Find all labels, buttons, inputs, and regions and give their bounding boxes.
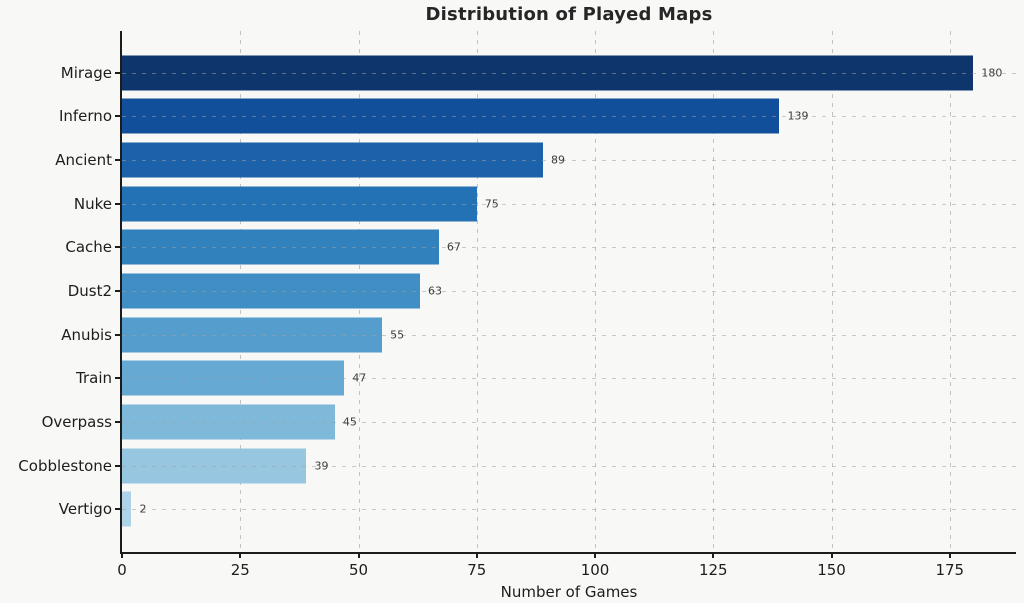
x-tick-label: 25 xyxy=(230,561,250,579)
y-axis-tick xyxy=(115,464,122,467)
x-tick-label: 150 xyxy=(817,561,846,579)
gridline-horizontal xyxy=(122,465,1016,467)
bar-value-label: 39 xyxy=(314,459,329,473)
bar-row: Overpass 45 xyxy=(42,400,1016,444)
bar-row: Cache 67 xyxy=(65,226,1016,270)
x-axis-tick xyxy=(121,552,123,558)
x-axis-tick xyxy=(948,552,951,558)
y-axis-tick xyxy=(115,115,122,118)
x-axis-tick xyxy=(830,552,833,558)
bar-value-label: 55 xyxy=(390,328,405,342)
x-axis-tick xyxy=(357,552,360,558)
y-axis-tick xyxy=(115,71,122,74)
x-tick-label: 125 xyxy=(698,561,728,579)
y-axis-tick xyxy=(115,333,122,336)
x-axis-tick xyxy=(475,552,478,558)
x-tick-label: 100 xyxy=(580,561,610,579)
bar-value-label: 45 xyxy=(342,415,357,429)
bar-row: Train 47 xyxy=(76,356,1016,400)
x-axis-label: Number of Games xyxy=(500,583,638,601)
x-axis-tick xyxy=(594,552,597,558)
chart-title: Distribution of Played Maps xyxy=(425,4,713,25)
bar-row: Dust2 63 xyxy=(68,269,1016,313)
y-axis-tick xyxy=(115,508,122,511)
y-tick-label: Mirage xyxy=(60,63,112,82)
y-tick-label: Ancient xyxy=(55,151,112,170)
x-tick-label: 0 xyxy=(117,561,127,579)
bar-value-label: 47 xyxy=(352,371,367,385)
y-tick-label: Inferno xyxy=(58,107,112,126)
y-axis-tick xyxy=(115,246,122,249)
gridline-horizontal xyxy=(122,72,1016,74)
y-axis-tick xyxy=(115,290,122,293)
bar-value-label: 180 xyxy=(981,66,1003,80)
y-axis-tick xyxy=(115,159,122,162)
x-tick-label: 175 xyxy=(935,561,965,579)
y-tick-label: Cobblestone xyxy=(18,456,112,475)
gridline-horizontal xyxy=(122,116,1016,118)
x-axis-tick xyxy=(239,552,242,558)
y-axis-tick xyxy=(115,377,122,380)
x-tick-label: 50 xyxy=(348,561,369,579)
bar-value-label: 75 xyxy=(484,197,499,211)
bar-value-label: 139 xyxy=(787,109,809,123)
bar-row: Ancient 89 xyxy=(55,138,1016,182)
y-tick-label: Overpass xyxy=(41,412,112,431)
y-tick-label: Dust2 xyxy=(67,282,112,301)
y-tick-label: Anubis xyxy=(61,325,112,344)
bar-row: Mirage 180 xyxy=(61,51,1016,95)
bar-value-label: 67 xyxy=(446,240,461,254)
gridline-horizontal xyxy=(122,160,1016,162)
y-tick-label: Nuke xyxy=(73,194,112,213)
gridline-horizontal xyxy=(122,421,1016,423)
gridline-horizontal xyxy=(122,203,1016,205)
plot-area: Mirage 180 Inferno 139 Ancient 89 Nuke 75 Cache 6… xyxy=(18,31,1016,601)
gridline-horizontal xyxy=(122,291,1016,293)
y-axis-spine xyxy=(120,31,122,554)
gridline-horizontal xyxy=(122,509,1016,511)
x-axis-spine xyxy=(120,552,1016,554)
gridline-horizontal xyxy=(122,378,1016,380)
bar-row: Anubis 55 xyxy=(61,313,1016,357)
y-axis-tick xyxy=(115,202,122,205)
bar-value-label: 2 xyxy=(139,502,147,516)
x-tick-label: 75 xyxy=(467,561,487,579)
bar-row: Nuke 75 xyxy=(74,182,1016,226)
gridline-horizontal xyxy=(122,334,1016,336)
bar-value-label: 89 xyxy=(550,153,565,167)
x-axis-tick xyxy=(712,552,715,558)
y-tick-label: Vertigo xyxy=(58,500,112,519)
bar-row: Vertigo 2 xyxy=(59,487,1016,531)
bar-rows: Mirage 180 Inferno 139 Ancient 89 Nuke 75 Cache 6… xyxy=(18,31,1016,552)
bar-row: Cobblestone 39 xyxy=(18,444,1016,488)
bar-row: Inferno 139 xyxy=(59,95,1016,139)
y-tick-label: Train xyxy=(76,369,112,388)
y-tick-label: Cache xyxy=(65,238,112,257)
bar-value-label: 63 xyxy=(427,284,442,298)
y-axis-tick xyxy=(115,420,122,423)
gridline-horizontal xyxy=(122,247,1016,249)
